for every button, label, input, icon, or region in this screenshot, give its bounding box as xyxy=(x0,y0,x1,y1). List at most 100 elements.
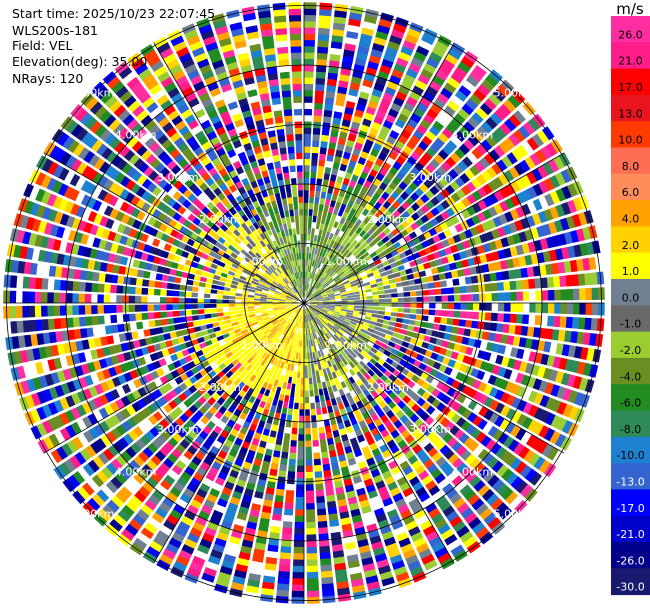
velocity-gate xyxy=(181,235,190,244)
velocity-gate xyxy=(298,314,301,322)
velocity-gate xyxy=(248,313,256,318)
velocity-gate xyxy=(241,329,249,335)
velocity-gate xyxy=(181,349,190,357)
velocity-gate xyxy=(538,459,551,474)
velocity-gate xyxy=(79,328,88,339)
velocity-gate xyxy=(462,79,476,92)
velocity-gate xyxy=(194,372,203,381)
velocity-gate xyxy=(212,232,221,241)
velocity-gate xyxy=(286,316,292,322)
velocity-gate xyxy=(256,330,264,337)
velocity-gate xyxy=(338,80,349,89)
velocity-gate xyxy=(203,567,217,578)
velocity-gate xyxy=(508,269,516,280)
velocity-gate xyxy=(452,457,464,470)
velocity-gate xyxy=(522,303,530,313)
velocity-gate xyxy=(401,323,409,330)
velocity-gate xyxy=(104,404,115,416)
velocity-gate xyxy=(309,383,314,391)
velocity-gate xyxy=(259,440,267,449)
velocity-gate xyxy=(266,297,273,300)
velocity-gate xyxy=(284,286,290,292)
velocity-gate xyxy=(237,432,246,441)
velocity-gate xyxy=(333,341,340,349)
velocity-gate xyxy=(310,266,314,273)
velocity-gate xyxy=(259,387,266,395)
velocity-gate xyxy=(305,484,314,492)
velocity-gate xyxy=(378,310,386,315)
velocity-gate xyxy=(192,320,200,327)
velocity-gate xyxy=(348,180,357,189)
velocity-gate xyxy=(451,326,459,334)
velocity-gate xyxy=(155,350,164,360)
velocity-gate xyxy=(195,250,204,258)
velocity-gate xyxy=(323,273,329,280)
velocity-gate xyxy=(187,346,196,354)
velocity-gate xyxy=(280,292,287,297)
velocity-gate xyxy=(233,378,241,386)
velocity-gate xyxy=(225,248,233,256)
velocity-gate xyxy=(549,430,561,445)
velocity-gate xyxy=(372,329,381,336)
velocity-gate xyxy=(328,294,335,298)
velocity-gate xyxy=(390,102,402,113)
velocity-gate xyxy=(32,347,41,361)
velocity-gate xyxy=(405,520,418,531)
velocity-gate xyxy=(461,209,471,219)
velocity-gate xyxy=(265,556,278,565)
velocity-gate xyxy=(313,345,317,353)
velocity-gate xyxy=(279,306,286,309)
velocity-gate xyxy=(497,303,505,312)
velocity-gate xyxy=(317,235,322,243)
velocity-gate xyxy=(408,62,421,74)
velocity-gate xyxy=(578,377,589,392)
velocity-gate xyxy=(333,187,340,196)
velocity-gate xyxy=(389,129,400,140)
velocity-gate xyxy=(117,127,130,140)
velocity-gate xyxy=(354,526,366,536)
velocity-gate xyxy=(324,482,334,490)
velocity-gate xyxy=(166,304,173,311)
velocity-gate xyxy=(154,450,166,462)
velocity-gate xyxy=(189,527,203,538)
velocity-gate xyxy=(348,323,356,329)
velocity-gate xyxy=(378,346,386,354)
velocity-gate xyxy=(339,428,347,436)
velocity-gate xyxy=(84,116,98,130)
velocity-gate xyxy=(330,398,337,406)
velocity-gate xyxy=(285,330,290,337)
velocity-gate xyxy=(292,578,304,585)
velocity-gate xyxy=(328,59,340,68)
velocity-gate xyxy=(421,475,433,486)
velocity-gate xyxy=(513,442,525,456)
velocity-gate xyxy=(397,264,406,272)
velocity-gate xyxy=(450,192,461,203)
velocity-gate xyxy=(87,413,98,426)
velocity-gate xyxy=(272,298,280,301)
velocity-gate xyxy=(451,413,462,424)
velocity-gate xyxy=(107,444,120,457)
velocity-gate xyxy=(423,113,435,125)
velocity-gate xyxy=(491,292,499,301)
velocity-gate xyxy=(404,362,413,371)
velocity-gate xyxy=(122,433,134,445)
velocity-gate xyxy=(456,417,467,428)
velocity-gate xyxy=(159,553,174,566)
velocity-gate xyxy=(233,423,242,432)
velocity-gate xyxy=(221,232,229,240)
velocity-gate xyxy=(358,237,366,245)
velocity-gate xyxy=(257,379,265,387)
velocity-gate xyxy=(175,555,190,567)
velocity-gate xyxy=(226,340,234,347)
velocity-gate xyxy=(443,264,451,272)
velocity-gate xyxy=(185,310,192,316)
velocity-gate xyxy=(466,152,478,164)
velocity-gate xyxy=(448,453,460,465)
velocity-gate xyxy=(315,261,320,268)
velocity-gate xyxy=(363,224,371,233)
velocity-gate xyxy=(464,168,476,180)
velocity-gate xyxy=(591,287,599,300)
velocity-gate xyxy=(576,258,585,272)
velocity-gate xyxy=(158,502,171,514)
velocity-gate xyxy=(385,542,399,553)
